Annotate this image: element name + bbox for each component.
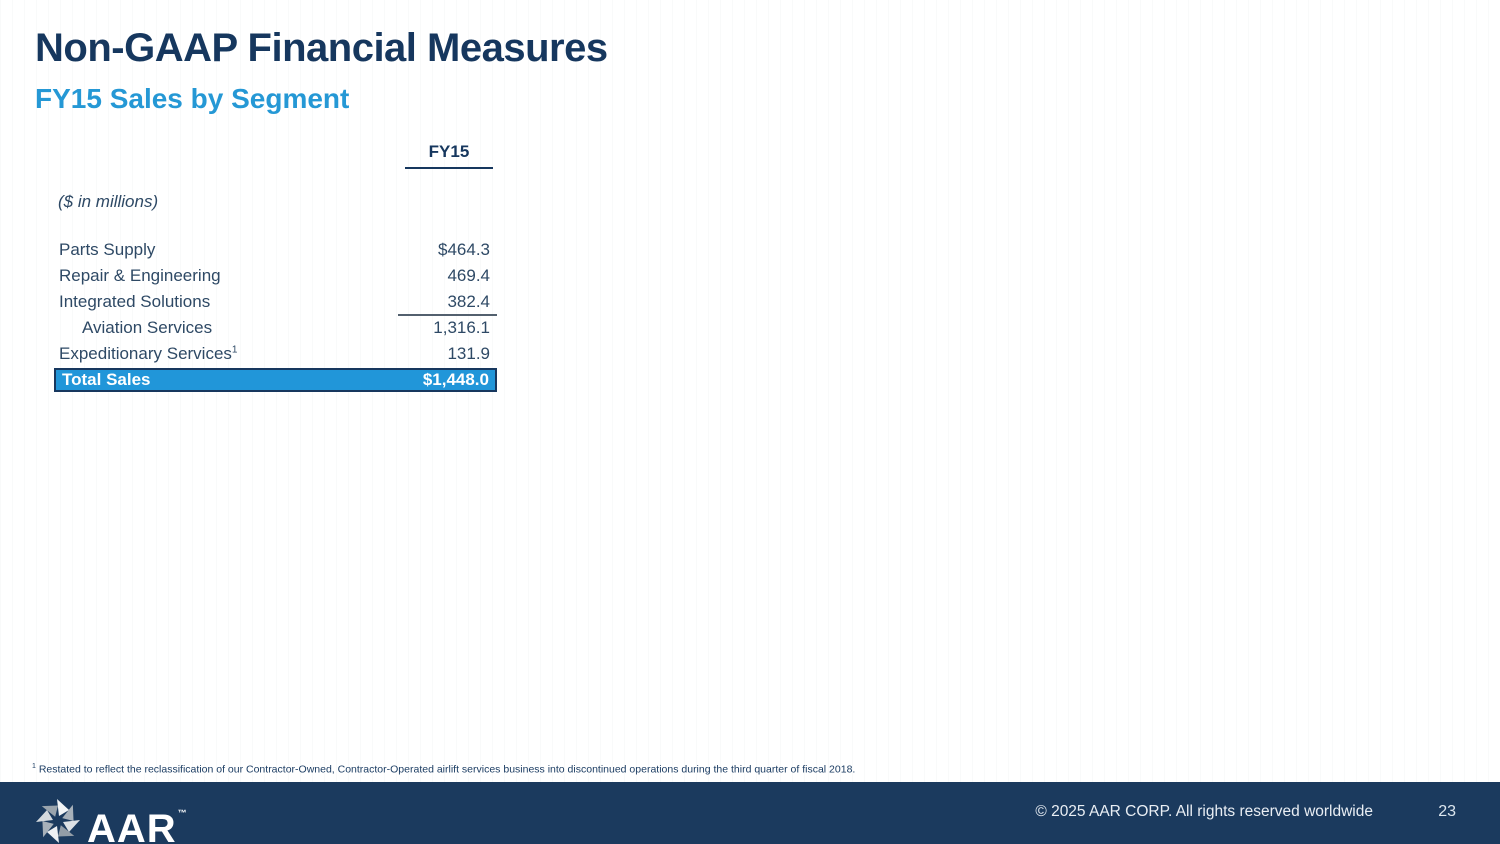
row-value: 382.4 [447,292,490,311]
table-row: Expeditionary Services1 131.9 [55,344,497,370]
table-row: Parts Supply $464.3 [55,240,497,266]
row-value: 131.9 [447,344,490,363]
row-label: Integrated Solutions [59,292,211,311]
row-label: Expeditionary Services1 [59,344,238,363]
table-row: Repair & Engineering 469.4 [55,266,497,292]
aar-pinwheel-icon [36,799,80,843]
row-value: 469.4 [447,266,490,285]
aar-logo-text: AAR™ [87,807,188,844]
total-value: $1,448.0 [422,370,489,389]
footnote-text: Restated to reflect the reclassification… [35,763,856,776]
row-value: $464.3 [438,240,490,259]
units-note: ($ in millions) [58,192,159,211]
copyright-text: © 2025 AAR CORP. All rights reserved wor… [1035,803,1373,820]
page-subtitle: FY15 Sales by Segment [35,83,350,114]
trademark-symbol: ™ [177,808,188,818]
footer-bar: AAR™ © 2025 AAR CORP. All rights reserve… [0,782,1500,844]
table-row: Integrated Solutions 382.4 [55,292,497,318]
page-title: Non-GAAP Financial Measures [35,26,608,70]
page-number: 23 [1438,803,1456,820]
row-label: Aviation Services [82,318,213,337]
aar-logo: AAR™ [34,789,188,844]
row-value: 1,316.1 [433,318,490,337]
footnote: 1 Restated to reflect the reclassificati… [32,763,855,776]
row-label: Repair & Engineering [59,266,221,285]
total-label: Total Sales [62,370,151,389]
subtotal-rule [398,314,497,316]
total-sales-row: Total Sales $1,448.0 [54,368,497,392]
table-column-header: FY15 [405,142,493,169]
row-label: Parts Supply [59,240,156,259]
footnote-marker: 1 [32,763,36,770]
table-row: Aviation Services 1,316.1 [55,318,497,344]
footnote-marker: 1 [231,344,238,356]
